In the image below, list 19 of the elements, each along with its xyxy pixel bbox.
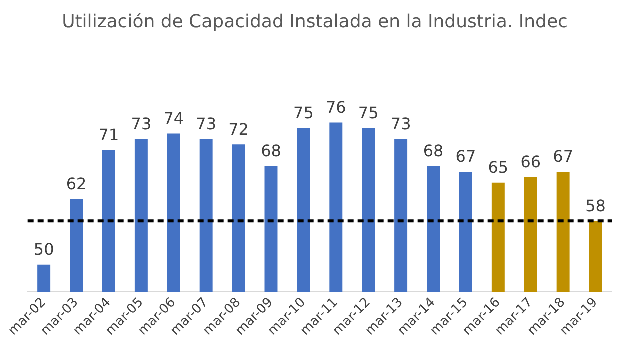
data-label: 58 xyxy=(586,196,606,216)
data-label: 75 xyxy=(358,103,379,122)
data-label: 67 xyxy=(553,147,574,166)
data-label: 76 xyxy=(326,98,346,117)
data-label: 73 xyxy=(390,114,412,134)
data-label: 68 xyxy=(261,142,282,161)
data-label: 67 xyxy=(456,147,476,166)
data-label: 72 xyxy=(228,120,249,139)
data-label: 75 xyxy=(294,103,314,122)
chart-title: Utilización de Capacidad Instalada en la Industria. Indec xyxy=(62,11,568,32)
data-label: 73 xyxy=(196,114,217,134)
data-label: 62 xyxy=(66,174,87,194)
data-label: 73 xyxy=(131,114,152,134)
data-label: 71 xyxy=(98,125,120,144)
data-label: 65 xyxy=(488,158,509,178)
data-label: 50 xyxy=(34,240,54,260)
data-label: 74 xyxy=(164,108,184,128)
data-label: 66 xyxy=(520,152,542,172)
data-label: 68 xyxy=(423,142,444,161)
